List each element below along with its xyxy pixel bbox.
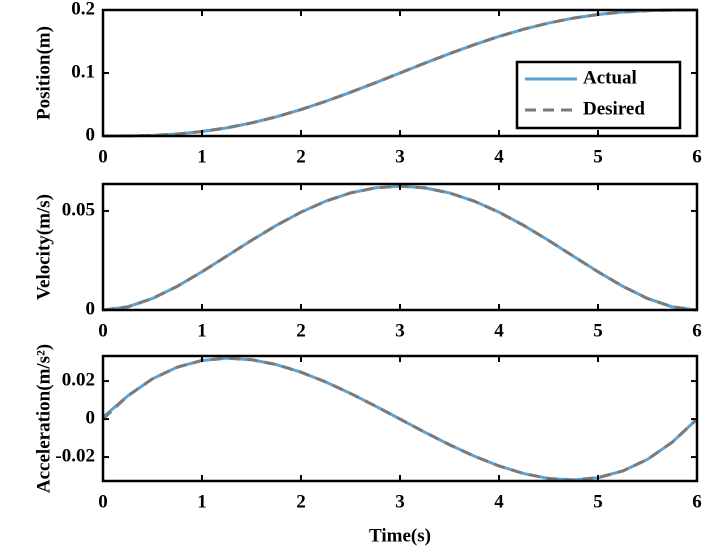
x-tick-label: 6: [692, 146, 702, 167]
x-tick-label: 4: [494, 491, 504, 512]
x-tick-label: 5: [593, 491, 603, 512]
y-tick-label: -0.02: [55, 445, 95, 466]
x-tick-label: 0: [98, 491, 108, 512]
x-tick-label: 4: [494, 320, 504, 341]
y-axis-label: Acceleration(m/s²): [33, 344, 54, 493]
x-tick-label: 5: [593, 146, 603, 167]
legend-box: [515, 60, 682, 130]
legend-label: Actual: [583, 67, 637, 88]
x-tick-label: 3: [395, 146, 405, 167]
y-tick-label: 0: [86, 407, 96, 428]
x-tick-label: 1: [197, 146, 207, 167]
legend-label: Desired: [583, 98, 645, 119]
x-tick-label: 1: [197, 320, 207, 341]
legend: Actual Desired: [515, 60, 682, 130]
y-tick-label: 0.05: [62, 199, 95, 220]
plot-area: [103, 184, 697, 310]
x-tick-label: 1: [197, 491, 207, 512]
x-tick-label: 3: [395, 320, 405, 341]
y-axis-label: Velocity(m/s): [33, 194, 54, 300]
x-tick-label: 3: [395, 491, 405, 512]
y-tick-label: 0: [86, 298, 96, 319]
x-tick-label: 0: [98, 146, 108, 167]
x-tick-label: 2: [296, 320, 306, 341]
x-tick-label: 4: [494, 146, 504, 167]
x-tick-label: 6: [692, 491, 702, 512]
x-tick-label: 2: [296, 146, 306, 167]
y-tick-label: 0.2: [71, 0, 95, 19]
y-tick-label: 0: [86, 124, 96, 145]
x-axis-label: Time(s): [369, 525, 431, 546]
y-tick-label: 0.02: [62, 369, 95, 390]
x-tick-label: 5: [593, 320, 603, 341]
x-tick-label: 6: [692, 320, 702, 341]
y-tick-label: 0.1: [71, 61, 95, 82]
y-axis-label: Position(m): [33, 26, 54, 120]
x-tick-label: 0: [98, 320, 108, 341]
x-tick-label: 2: [296, 491, 306, 512]
